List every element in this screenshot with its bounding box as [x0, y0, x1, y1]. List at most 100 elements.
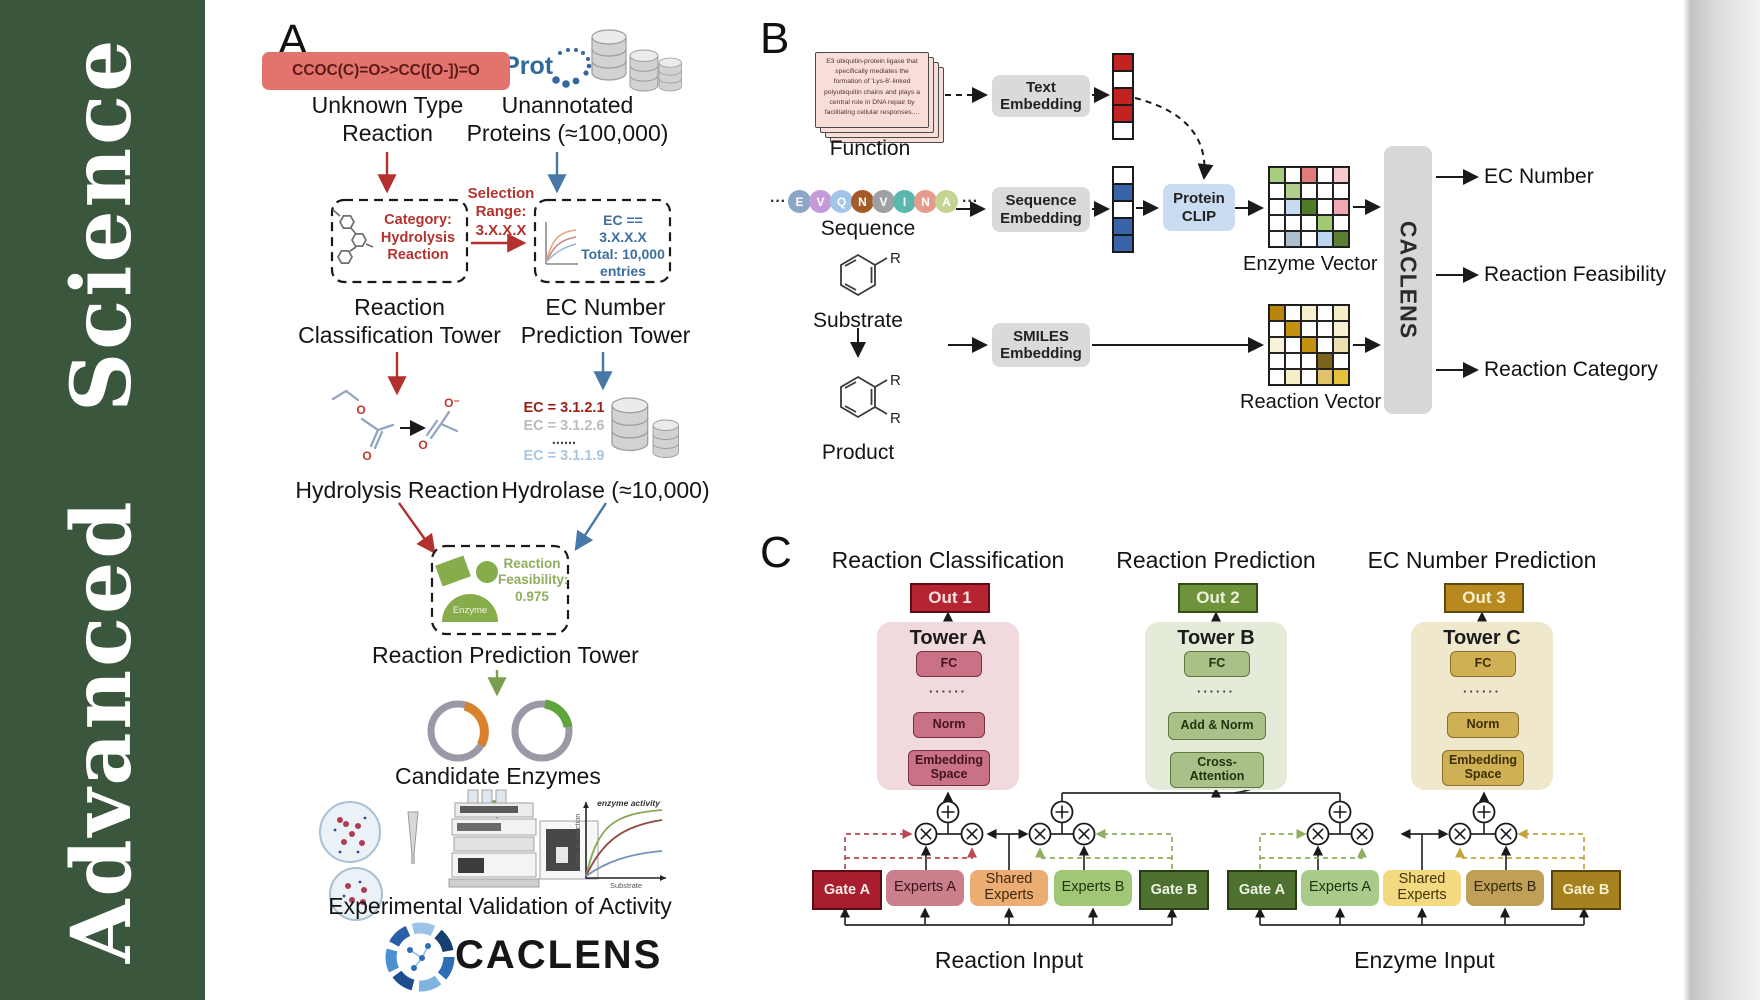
- shared-experts-right: Shared Experts: [1383, 870, 1461, 906]
- gate-b-left: Gate B: [1139, 870, 1209, 910]
- svg-text:R: R: [890, 250, 901, 267]
- out3-box: Out 3: [1444, 583, 1524, 613]
- protein-clip-box: Protein CLIP: [1163, 184, 1235, 231]
- enzyme-vector-caption: Enzyme Vector: [1243, 253, 1378, 275]
- experts-a-left: Experts A: [886, 870, 964, 906]
- tower-a-fc: FC: [916, 651, 982, 677]
- experts-b-left: Experts B: [1054, 870, 1132, 906]
- journal-title: Advanced Science: [54, 36, 150, 964]
- caclens-wordmark: CACLENS: [455, 933, 663, 977]
- tower-b-dots: ······: [1197, 684, 1235, 699]
- out2-box: Out 2: [1178, 583, 1258, 613]
- experts-b-right: Experts B: [1466, 870, 1544, 906]
- reaction-vector-matrix: [1268, 304, 1350, 386]
- ec-list-item: EC = 3.1.2.1: [523, 400, 605, 416]
- uniprot-database-icon: [591, 29, 682, 92]
- hydrolysis-molecules: O O O⁻ O: [331, 389, 460, 463]
- tower-a-title: Tower A: [909, 627, 987, 649]
- section-title-reaction-prediction: Reaction Prediction: [1116, 547, 1316, 573]
- caclens-bar-label: CACLENS: [1395, 220, 1422, 340]
- gate-a-right: Gate A: [1227, 870, 1297, 910]
- text-embedding-vector: [1112, 53, 1134, 140]
- unknown-reaction-caption: Unknown Type Reaction: [311, 92, 464, 147]
- hplc-instrument-icon: [448, 789, 599, 888]
- ec-list-item: EC = 3.1.1.9: [523, 448, 605, 464]
- output-ec-number: EC Number: [1484, 165, 1594, 188]
- tower-a-norm: Norm: [913, 712, 985, 738]
- tower-a-dots: ······: [929, 684, 967, 699]
- classification-tower-caption: Reaction Classification Tower: [298, 294, 501, 349]
- activity-plot: enzyme activity Rate of reaction Substra…: [573, 798, 666, 890]
- shared-experts-left: Shared Experts: [970, 870, 1048, 906]
- unannotated-proteins-caption: Unannotated Proteins (≈100,000): [466, 92, 669, 147]
- hydrolase-database-icon: [611, 397, 679, 458]
- enzyme-icon: Enzyme: [435, 555, 498, 622]
- substrate-caption: Substrate: [813, 309, 903, 332]
- page-edge-shadow: [1683, 0, 1760, 1000]
- prediction-tower-caption: Reaction Prediction Tower: [372, 642, 639, 668]
- tower-b-cross-attention: Cross- Attention: [1170, 752, 1264, 788]
- ec-list-item: EC = 3.1.2.6: [523, 418, 605, 434]
- text-embedding-box: Text Embedding: [992, 75, 1090, 117]
- function-card-text: E3 ubiquitin-protein ligase that specifi…: [824, 58, 920, 116]
- tower-c-fc: FC: [1450, 651, 1516, 677]
- enzyme-input-caption: Enzyme Input: [1354, 947, 1495, 973]
- tower-c-title: Tower C: [1443, 627, 1521, 649]
- product-caption: Product: [821, 441, 895, 464]
- feasibility-text: Reaction Feasibility: 0.975: [498, 556, 569, 604]
- svg-text:R: R: [890, 410, 901, 427]
- ec-curves-icon: [545, 222, 578, 265]
- tower-b-add-norm: Add & Norm: [1168, 712, 1266, 740]
- hydrolysis-caption: Hydrolysis Reaction: [295, 477, 499, 503]
- category-text: Category: Hydrolysis Reaction: [380, 212, 456, 264]
- hydrolase-caption: Hydrolase (≈10,000): [501, 477, 710, 503]
- substrate-product-molecules: R R R: [840, 250, 901, 427]
- smiles-reaction-chip: CCOC(C)=O>>CC([O-])=O: [262, 52, 510, 90]
- sequence-embedding-vector: [1112, 166, 1134, 253]
- svg-text:enzyme activity: enzyme activity: [597, 798, 661, 808]
- candidate-enzymes-caption: Candidate Enzymes: [395, 763, 601, 789]
- uniprot-logo-dots: [552, 48, 592, 88]
- out1-box: Out 1: [910, 583, 990, 613]
- reaction-input-caption: Reaction Input: [934, 947, 1084, 973]
- sequence-embedding-box: Sequence Embedding: [992, 187, 1090, 232]
- gate-feedback-lines: [844, 828, 1585, 869]
- sequence-caption: Sequence: [820, 217, 916, 240]
- enzyme-vector-matrix: [1268, 166, 1350, 248]
- tower-c-norm: Norm: [1447, 712, 1519, 738]
- ec-list-item: ......: [551, 432, 577, 448]
- svg-text:Substrate: Substrate: [610, 881, 642, 890]
- section-title-reaction-classification: Reaction Classification: [831, 547, 1065, 573]
- gate-a-left: Gate A: [812, 870, 882, 910]
- ec-selection-text: EC == 3.X.X.X Total: 10,000 entries: [581, 212, 665, 280]
- svg-text:O⁻: O⁻: [444, 396, 460, 410]
- function-card: E3 ubiquitin-protein ligase that specifi…: [815, 52, 929, 128]
- molecule-icon: [332, 209, 374, 264]
- caclens-fusion-bar: CACLENS: [1384, 146, 1432, 414]
- svg-text:O: O: [362, 449, 371, 463]
- output-reaction-feasibility: Reaction Feasibility: [1484, 263, 1667, 286]
- panel-b-label: B: [760, 14, 790, 63]
- tower-b-fc: FC: [1184, 651, 1250, 677]
- validation-caption: Experimental Validation of Activity: [328, 893, 672, 919]
- tower-c-dots: ······: [1463, 684, 1501, 699]
- journal-sidebar: Advanced Science: [0, 0, 205, 1000]
- moe-nodes: [914, 800, 1518, 846]
- tower-c-embedding-space: Embedding Space: [1442, 750, 1524, 786]
- svg-text:O: O: [356, 403, 365, 417]
- smiles-embedding-box: SMILES Embedding: [992, 323, 1090, 367]
- function-caption: Function: [829, 137, 911, 160]
- ellipsis: ···: [961, 192, 978, 210]
- selection-range-note: Selection Range: 3.X.X.X: [467, 185, 535, 239]
- gate-b-right: Gate B: [1551, 870, 1621, 910]
- plasmid-icons: [427, 699, 573, 762]
- caclens-logo-icon: [385, 922, 455, 992]
- svg-text:O: O: [418, 438, 427, 452]
- svg-text:Enzyme: Enzyme: [453, 605, 487, 616]
- output-reaction-category: Reaction Category: [1484, 358, 1658, 381]
- ellipsis: ···: [770, 192, 786, 210]
- experts-a-right: Experts A: [1301, 870, 1379, 906]
